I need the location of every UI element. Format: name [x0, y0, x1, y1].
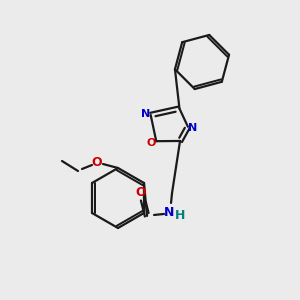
Text: H: H [175, 209, 185, 223]
Text: O: O [136, 187, 146, 200]
Text: N: N [188, 123, 197, 133]
Text: N: N [164, 206, 174, 220]
Text: O: O [92, 157, 102, 169]
Text: N: N [141, 109, 150, 119]
Text: O: O [147, 138, 156, 148]
